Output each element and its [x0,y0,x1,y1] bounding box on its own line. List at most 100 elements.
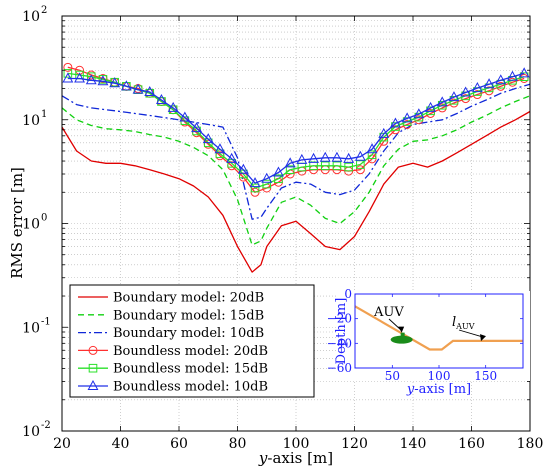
l-auv-label-sub: AUV [455,322,475,331]
x-tick-label: 40 [112,436,130,452]
y-tick-label-exponent: 2 [41,5,47,16]
series-point [344,162,353,172]
legend-marker [87,379,99,390]
x-axis-label: y-axis [m] [258,449,333,467]
inset-frame [354,293,524,369]
x-tick-label: 20 [53,436,71,452]
auv-fin-icon [400,332,405,338]
series-point [366,143,378,154]
series-point [167,101,179,112]
series-point [261,172,273,183]
series-point [356,160,365,169]
l-auv-label: lAUV [452,315,475,331]
seabed-profile [354,305,523,351]
legend-entry: Boundless model: 20dB [78,344,268,359]
legend-marker [88,345,98,355]
legend-label: Boundless model: 15dB [113,362,268,377]
series-point [343,152,355,163]
series-line [61,83,531,220]
x-tick-label: 80 [229,436,247,452]
legend-label: Boundary model: 20dB [113,291,264,306]
inset-x-label-rest: -axis [m] [414,382,471,397]
legend-entry: Boundary model: 10dB [78,326,264,341]
legend-entry: Boundless model: 10dB [78,380,268,395]
legend-entry: Boundary model: 15dB [78,308,264,323]
y-tick-label-exponent: -1 [41,316,51,327]
auv-label: AUV [373,305,404,320]
series-point [284,157,296,168]
series-point [448,91,460,102]
series-point [401,112,413,123]
legend: Boundary model: 20dB Boundary model: 15dB… [69,284,315,398]
inset-x-label-var: y [406,382,415,397]
series-point [63,69,73,78]
series-point [285,165,295,175]
series-point [214,143,226,154]
series-point [308,152,319,163]
series-point [109,77,121,88]
series-point [425,101,436,112]
series-point [273,166,284,177]
series-point [237,163,249,174]
series-point [144,85,156,97]
y-tick-label-exponent: 0 [41,213,47,224]
inset-y-tick-label: 0 [344,287,352,301]
series-point [483,78,495,89]
series-1 [61,110,531,273]
series-point [156,93,167,105]
inset-x-tick-label: 50 [385,369,400,383]
legend-marker [88,363,98,373]
x-tick-label: 100 [283,436,310,452]
x-axis-label-rest: -axis [m] [267,449,333,467]
legend-label: Boundless model: 20dB [113,344,268,359]
series-point [62,72,74,83]
legend-label: Boundary model: 10dB [113,326,264,341]
series-point [507,70,518,81]
inset-x-tick-label: 100 [428,369,451,383]
series-line [67,72,525,184]
series-point [132,83,144,94]
series-point [471,82,483,93]
series-point [226,152,238,163]
y-tick-label: 10 [22,113,40,129]
l-auv-arrow [458,329,484,338]
series-point [191,122,202,133]
legend-entry: Boundary model: 20dB [78,291,264,306]
series-point [354,150,366,161]
y-tick-label: 10 [22,217,40,233]
main-ticks [61,16,531,432]
y-axis-label: RMS error [m] [8,167,26,279]
series-point [460,86,472,97]
inset-background [337,291,530,381]
legend-label: Boundary model: 15dB [113,308,264,323]
series-point [179,111,191,122]
inset-y-tick-label: −20 [327,312,352,326]
x-axis-label-var: y [258,449,268,467]
series-point [436,96,448,107]
series-point [97,75,109,86]
series-point [249,177,261,188]
inset-body: 50 100 150 0 −20 −40 −60 [327,287,523,383]
inset-x-label: y-axis [m] [406,382,471,397]
series-point [518,67,530,78]
x-tick-label: 160 [458,436,485,452]
inset-x-tick-label: 150 [474,369,497,383]
y-tick-label: 10 [22,320,40,336]
main-series [61,62,531,273]
series-point [332,161,342,171]
y-tick-label-exponent: 1 [41,109,47,120]
x-tick-label: 180 [517,436,544,452]
series-point [319,151,331,162]
inset-y-tick-label: −60 [327,361,352,375]
y-tick-label-exponent: -2 [41,420,51,431]
series-point [378,127,390,138]
series-point [262,179,272,189]
x-tick-label: 140 [400,436,427,452]
l-auv-arrowhead [480,334,486,342]
x-tick-label: 60 [170,436,188,452]
series-6 [62,67,530,188]
series-point [120,80,132,91]
series-point [85,74,97,85]
